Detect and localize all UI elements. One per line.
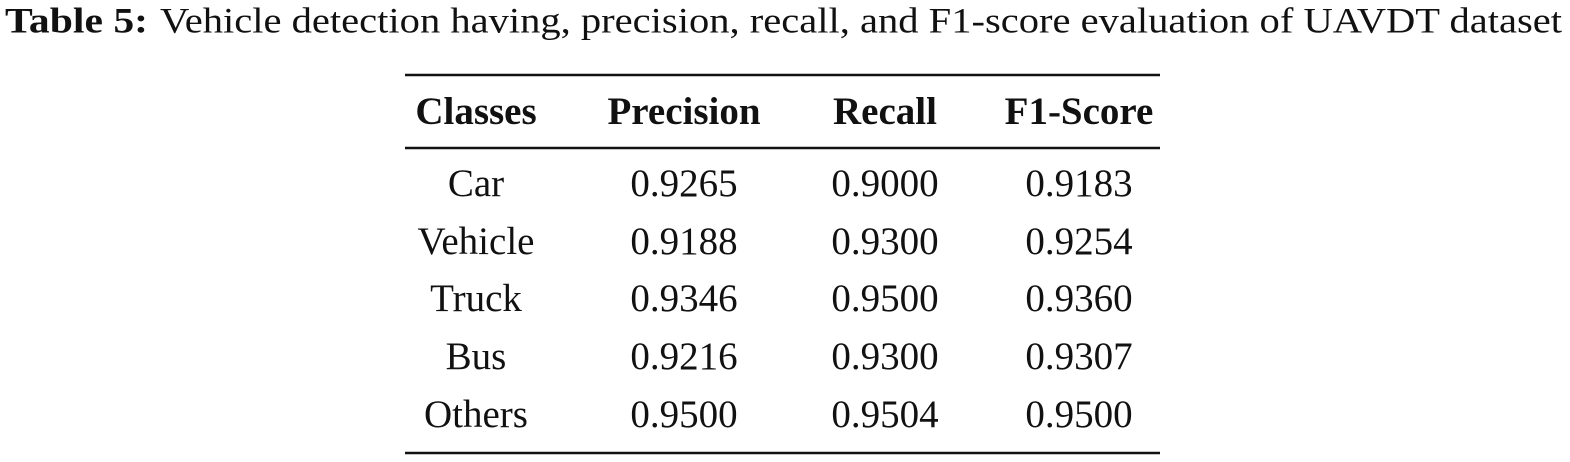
header-cell: Recall: [833, 90, 937, 133]
table-cell: 0.9254: [1025, 220, 1132, 263]
table-cell: 0.9504: [831, 393, 938, 436]
table-cell: 0.9360: [1025, 277, 1132, 320]
header-cell: F1-Score: [1005, 90, 1154, 133]
table-cell: 0.9188: [630, 220, 737, 263]
table-cell: 0.9216: [630, 335, 737, 378]
caption-text: Vehicle detection having, precision, rec…: [160, 0, 1562, 40]
table-cell: 0.9346: [630, 277, 737, 320]
caption-label: Table 5:: [5, 0, 148, 40]
table-cell: 0.9500: [630, 393, 737, 436]
table-cell: Bus: [446, 335, 507, 378]
table-cell: 0.9183: [1025, 162, 1132, 205]
table-cell: Others: [424, 393, 528, 436]
table-cell: 0.9000: [831, 162, 938, 205]
table-cell: 0.9265: [630, 162, 737, 205]
header-cell: Precision: [607, 90, 760, 133]
table-cell: 0.9500: [1025, 393, 1132, 436]
table-cell: 0.9307: [1025, 335, 1132, 378]
table-cell: Car: [448, 162, 504, 205]
table-cell: 0.9300: [831, 335, 938, 378]
table-cell: 0.9500: [831, 277, 938, 320]
header-cell: Classes: [415, 90, 536, 133]
table-cell: 0.9300: [831, 220, 938, 263]
table-cell: Truck: [430, 277, 522, 320]
table-cell: Vehicle: [418, 220, 535, 263]
